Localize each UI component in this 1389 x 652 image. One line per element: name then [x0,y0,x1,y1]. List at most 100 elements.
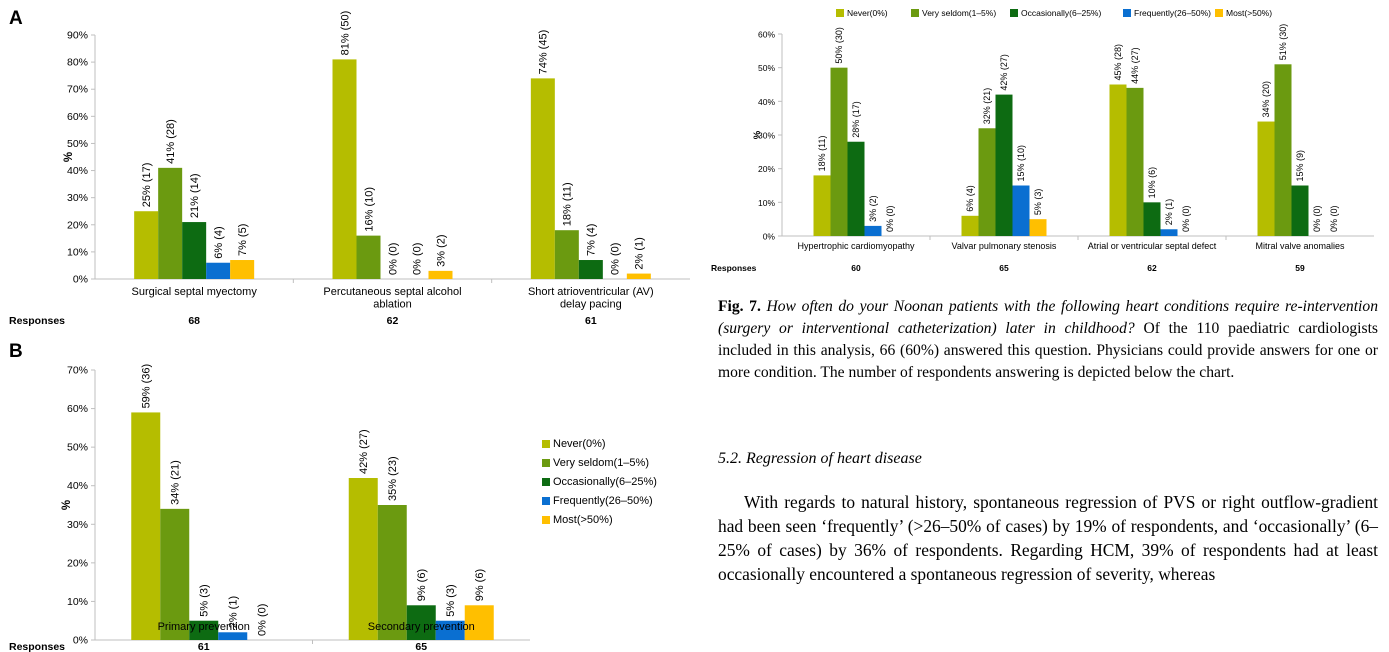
bar [1012,185,1030,236]
category-label: Short atrioventricular (AV) delay pacing [528,286,654,311]
bar-data-label: 7% (5) [237,224,249,256]
bar-data-label: 32% (21) [982,88,992,125]
legend-swatch [911,9,919,17]
response-count: 59 [1295,263,1305,273]
bar [1109,84,1127,236]
figure-canvas: A 0% 10% 20% 30% 40% 50% 60% 70% 80% 90%% 25% (17) 4… [9,8,690,652]
chart-panel-a: A 0% 10% 20% 30% 40% 50% 60% 70% 80% 90%% 25% (17) 4… [9,8,690,327]
responses-label: Responses [9,315,65,327]
bar-data-label: 18% (11) [562,182,574,226]
bar-data-label: 5% (3) [199,584,211,616]
y-axis-label: % [752,130,763,139]
panel-label: A [9,8,23,29]
bar-data-label: 44% (27) [1130,47,1140,84]
bar-data-label: 59% (36) [141,364,153,409]
bar-data-label: 6% (4) [213,226,225,258]
bar-data-label: 15% (9) [1295,150,1305,182]
bar-data-label: 35% (23) [387,456,399,501]
bar-data-label: 74% (45) [538,30,550,75]
response-count: 61 [198,641,210,652]
y-tick-label: 0% [763,232,776,242]
y-tick-label: 50% [758,63,775,73]
bar-data-label: 16% (10) [363,187,375,232]
legend-label: Never(0%) [553,438,606,450]
bar [332,59,357,280]
legend-swatch [542,497,550,505]
y-axis-label: % [61,500,73,510]
bar [554,230,579,279]
legend-label: Frequently(26–50%) [553,495,653,507]
bar-data-label: 0% (0) [885,205,895,232]
bar-data-label: 2% (1) [1164,199,1174,226]
responses-label: Responses [9,641,65,652]
bar-data-label: 0% (0) [1181,205,1191,232]
bar [1143,202,1161,236]
bar [830,67,848,237]
y-tick-label: 60% [67,403,88,415]
response-count: 65 [415,641,427,652]
bar [1274,64,1292,236]
bar [847,141,865,236]
y-tick-label: 90% [67,30,88,42]
legend-label: Very seldom(1–5%) [922,8,996,18]
y-tick-label: 70% [67,84,88,96]
legend-label: Occasionally(6–25%) [553,476,657,488]
figure-7-canvas: 0% 10% 20% 30% 40% 50% 60%% 18% (11) 50% (30) 28%… [711,8,1374,273]
y-tick-label: 10% [67,246,88,258]
bar-data-label: 9% (6) [416,569,428,601]
bar-data-label: 0% (0) [610,243,622,275]
bar [995,94,1013,236]
bar [1160,229,1178,236]
legend-swatch [836,9,844,17]
bar [864,225,882,236]
bar [1029,219,1047,236]
response-count: 62 [387,315,399,327]
bar [158,167,183,279]
bar-data-label: 18% (11) [817,136,827,172]
y-tick-label: 80% [67,57,88,69]
bar-data-label: 0% (0) [1312,205,1322,232]
caption-fig-label: Fig. 7. [718,298,761,315]
y-tick-label: 30% [67,192,88,204]
y-tick-label: 0% [73,635,88,647]
bar-data-label: 2% (1) [228,596,240,628]
bar [230,260,255,279]
caption-text: Of the 110 paediatric cardiologists incl… [718,320,1378,381]
bar-data-label: 28% (17) [851,101,861,138]
bar [218,632,248,640]
bar-data-label: 15% (10) [1016,145,1026,182]
bar [206,262,231,279]
bar [578,260,603,279]
bar-data-label: 45% (28) [1113,44,1123,81]
category-label: Primary prevention [158,621,250,633]
section-body: With regards to natural history, spontan… [718,492,1378,584]
legend-swatch [542,459,550,467]
legend-label: Frequently(26–50%) [1134,8,1211,18]
bar-data-label: 5% (3) [445,584,457,616]
bar-data-label: 21% (14) [189,173,201,218]
category-label: Mitral valve anomalies [1255,241,1345,251]
bar [131,412,161,640]
bar-data-label: 3% (2) [868,195,878,222]
bar [160,508,190,640]
legend-label: Very seldom(1–5%) [553,457,649,469]
response-count: 60 [851,263,861,273]
bar [348,478,378,640]
bar [1291,185,1309,236]
bar [464,605,494,640]
y-tick-label: 70% [67,365,88,377]
bar [428,270,453,279]
responses-label: Responses [711,263,757,273]
bar [377,505,407,640]
bar-data-label: 42% (27) [358,429,370,474]
response-count: 68 [188,315,200,327]
bar [813,175,831,236]
panel-label: B [9,341,23,362]
y-tick-label: 10% [67,596,88,608]
bar-data-label: 25% (17) [141,163,153,208]
bar-data-label: 50% (30) [834,27,844,64]
legend-swatch [1215,9,1223,17]
bar-data-label: 0% (0) [257,604,269,636]
bar [1257,121,1275,236]
response-count: 65 [999,263,1009,273]
